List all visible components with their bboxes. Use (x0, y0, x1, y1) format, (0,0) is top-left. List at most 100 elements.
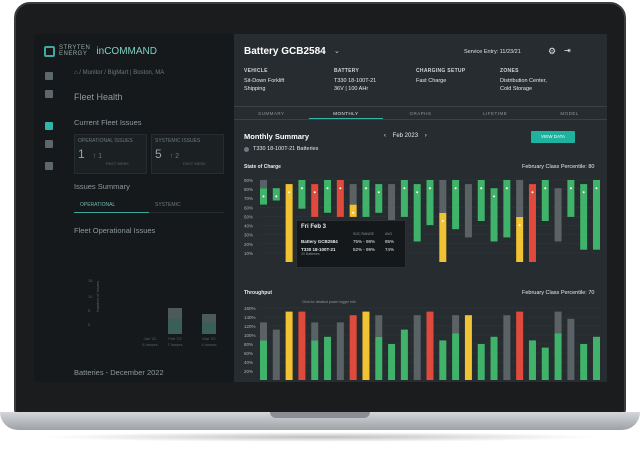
tab-systemic[interactable]: SYSTEMIC (149, 198, 224, 213)
bar (426, 180, 434, 226)
bar (260, 340, 267, 380)
y-tick-label: 80% (244, 187, 253, 192)
info-value: T330 18-100T-21 (334, 78, 377, 84)
bar (400, 180, 408, 217)
heart-icon[interactable] (45, 122, 53, 130)
issue-cards: OPERATIONAL ISSUES 1 ↑ 1 PAST WEEK SYSTEM… (74, 134, 224, 174)
avg-dot (275, 195, 278, 198)
operational-issues-card[interactable]: OPERATIONAL ISSUES 1 ↑ 1 PAST WEEK (74, 134, 147, 174)
bar (349, 204, 357, 217)
bar (528, 340, 536, 380)
card-value: 1 (78, 147, 85, 161)
avg-dot (326, 187, 329, 190)
left-panel: STRYTEN ENERGY inCOMMAND ⌂ / Monitor / Bi… (34, 34, 234, 382)
screen: STRYTEN ENERGY inCOMMAND ⌂ / Monitor / Bi… (34, 34, 607, 382)
bar (336, 180, 344, 217)
mini-count: 4 Issues (201, 342, 217, 347)
bar-ghost (260, 322, 267, 341)
info-value: 36V | 100 AHr (334, 86, 369, 92)
laptop-shadow (40, 432, 600, 442)
avg-dot (454, 187, 457, 190)
bar (567, 318, 575, 380)
prev-month-icon[interactable]: ‹ (384, 133, 386, 139)
avg-dot (493, 195, 496, 198)
tab-graphs[interactable]: GRAPHS (409, 111, 432, 116)
y-tick-label: 60% (244, 205, 253, 210)
bar (413, 315, 421, 380)
nav-rail (42, 72, 56, 180)
tab-model[interactable]: MODEL (560, 111, 579, 116)
mini-bar[interactable] (202, 314, 216, 334)
avg-dot (300, 187, 303, 190)
chevron-right-icon[interactable] (45, 162, 53, 170)
view-data-button[interactable]: VIEW DATA (531, 131, 575, 143)
y-tick-label: 70% (244, 196, 253, 201)
y-tick-label: 30% (244, 233, 253, 238)
throughput-chart: 160% 140% 120% 100% 80% 60% 40% 20% (244, 306, 600, 380)
info-heading: ZONES (500, 68, 519, 74)
bar (324, 180, 332, 213)
tooltip-avg: 74% (385, 247, 395, 252)
series-selector[interactable]: T330 18-100T-21 Batteries (244, 146, 318, 152)
y-tick-label: 10% (244, 251, 253, 256)
tooltip-date: Fri Feb 3 (301, 224, 327, 230)
mini-issues-chart: Jan '22 6 Issues Feb '22 7 Issues Mar '2… (96, 284, 226, 364)
avg-dot (352, 211, 355, 214)
bar (272, 188, 280, 201)
exit-icon[interactable]: ⇥ (564, 46, 571, 55)
service-entry: Service Entry: 11/23/21 (464, 49, 521, 55)
card-value: 5 (155, 147, 162, 161)
laptop-notch (270, 412, 370, 418)
tab-summary[interactable]: SUMMARY (258, 111, 285, 116)
y-tick-label: 20% (244, 242, 253, 247)
tooltip-note[interactable]: Click for detailed power logger info (302, 300, 356, 304)
card-delta: ↑ 1 (92, 153, 103, 160)
tab-operational[interactable]: OPERATIONAL (74, 198, 149, 213)
mini-ytick: 10 (88, 294, 93, 299)
mini-month: Jan '22 (143, 336, 157, 341)
battery-title: Battery GCB2584 (244, 46, 326, 57)
mini-bar[interactable] (168, 308, 182, 334)
avg-dot (262, 195, 265, 198)
tab-lifetime[interactable]: LIFETIME (482, 111, 508, 116)
brand-bottom: ENERGY (59, 51, 88, 57)
bar (311, 340, 319, 380)
bar (324, 336, 332, 380)
bar (567, 180, 575, 217)
month-picker: ‹ Feb 2023 › (384, 133, 427, 139)
avg-dot (429, 187, 431, 190)
radio-icon[interactable] (244, 146, 249, 152)
bar (298, 180, 306, 209)
bar (388, 344, 396, 380)
avg-dot (480, 187, 483, 190)
avg-dot (364, 187, 367, 190)
avg-dot (339, 187, 342, 190)
vehicle-info: VEHICLE Sit-Down Forklift Shipping (244, 68, 324, 93)
bar (426, 311, 434, 380)
avg-dot (595, 187, 598, 190)
bar (298, 311, 306, 380)
home-icon[interactable] (45, 72, 53, 80)
briefcase-icon[interactable] (45, 90, 53, 98)
batteries-heading: Batteries - December 2022 (74, 368, 164, 377)
bar (272, 329, 280, 380)
map-icon[interactable] (45, 140, 53, 148)
bar (554, 188, 562, 242)
bar (285, 311, 293, 380)
chevron-down-icon[interactable]: ⌄ (334, 48, 340, 55)
y-tick-label: 120% (244, 324, 256, 329)
next-month-icon[interactable]: › (424, 133, 427, 139)
zones-info: ZONES Distribution Center, Cold Storage (500, 68, 580, 93)
mini-month: Feb '22 (168, 336, 182, 341)
avg-dot (518, 224, 521, 227)
bar (464, 315, 472, 380)
systemic-issues-card[interactable]: SYSTEMIC ISSUES 5 ↑ 2 PAST WEEK (151, 134, 224, 174)
battery-detail-panel: Battery GCB2584 ⌄ Service Entry: 11/23/2… (234, 34, 607, 382)
tooltip-sub: 20 Batteries (301, 252, 320, 256)
avg-dot (441, 220, 444, 222)
tab-monthly[interactable]: MONTHLY (308, 107, 384, 119)
throughput-percentile: February Class Percentile: 70 (522, 290, 595, 296)
gear-icon[interactable]: ⚙ (548, 46, 557, 56)
breadcrumb[interactable]: ⌂ / Monitor / BigMart | Boston, MA (74, 70, 165, 76)
info-value: Sit-Down Forklift (244, 78, 285, 84)
